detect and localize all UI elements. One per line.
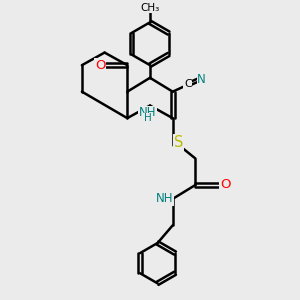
Text: C: C (184, 79, 192, 89)
Text: NH: NH (156, 192, 173, 206)
Text: S: S (174, 135, 183, 150)
Text: O: O (220, 178, 230, 191)
Text: N: N (197, 73, 206, 86)
Text: O: O (95, 59, 105, 72)
Text: H: H (144, 113, 152, 123)
Text: NH: NH (139, 106, 156, 119)
Text: CH₃: CH₃ (140, 3, 160, 13)
